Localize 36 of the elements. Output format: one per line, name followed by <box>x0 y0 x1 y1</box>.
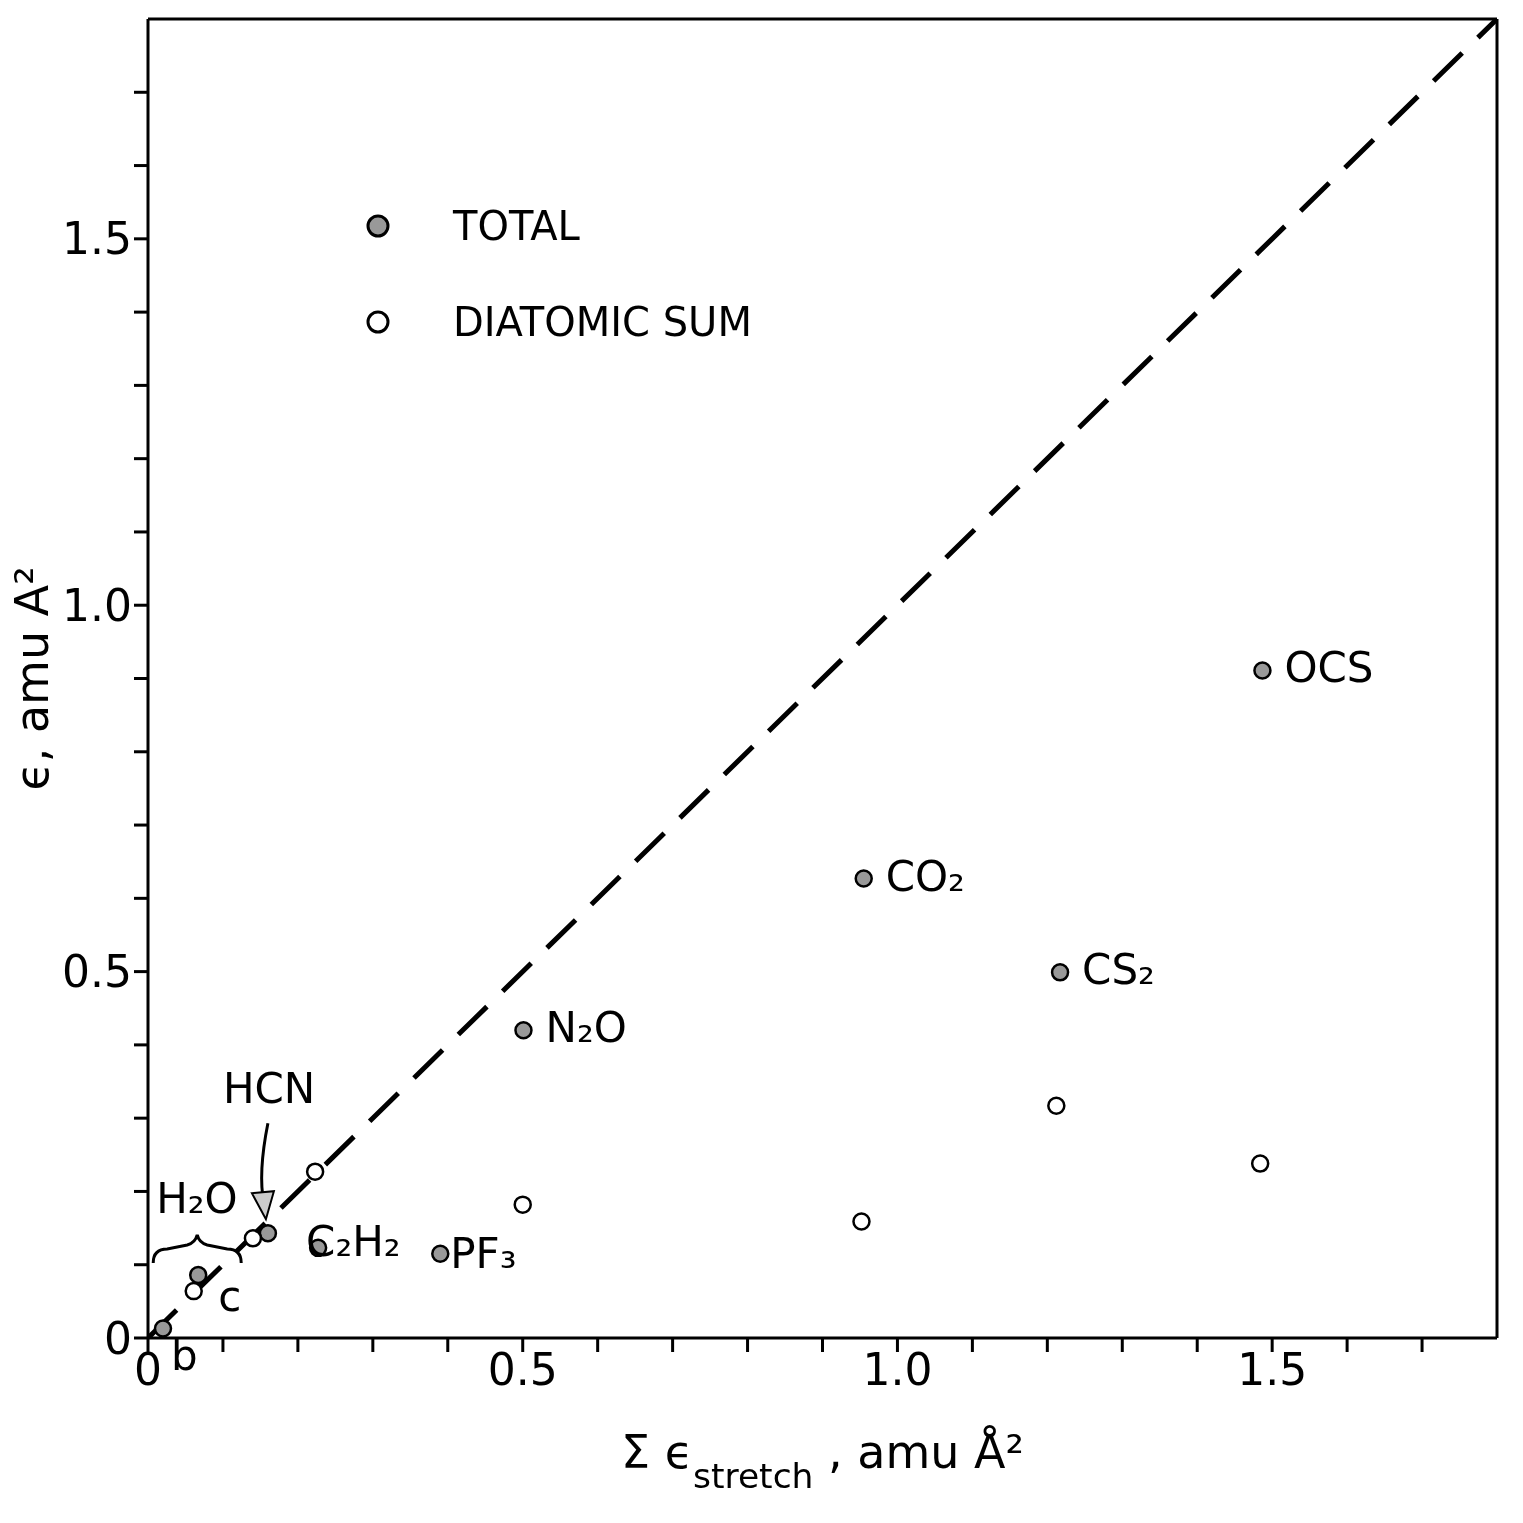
point <box>513 1195 532 1214</box>
annotation: CS₂ <box>1082 945 1155 995</box>
point <box>1050 963 1070 982</box>
y-tick-label: 0.5 <box>62 946 132 998</box>
annotation: N₂O <box>545 1003 627 1053</box>
x-tick-label: 0.5 <box>487 1344 558 1396</box>
point <box>852 1212 871 1231</box>
y-tick-label: 1.0 <box>62 579 132 631</box>
legend-label: DIATOMIC SUM <box>453 299 752 345</box>
point <box>184 1281 203 1301</box>
x-tick-label: 1.0 <box>862 1344 933 1396</box>
point <box>514 1020 533 1040</box>
annotation: C₂H₂ <box>306 1216 401 1266</box>
annotation: CO₂ <box>885 851 965 901</box>
point <box>153 1319 173 1338</box>
point <box>1047 1096 1066 1115</box>
y-tick-label: 0 <box>104 1312 132 1364</box>
point <box>305 1162 325 1181</box>
point <box>431 1244 450 1263</box>
annotation: H₂O <box>156 1173 238 1223</box>
point <box>258 1223 278 1243</box>
point <box>243 1229 263 1248</box>
y-tick-label: 1.5 <box>62 213 132 265</box>
y-axis-title: ϵ, amu A² <box>5 566 59 791</box>
annotation: PF₃ <box>450 1228 517 1278</box>
annotation: c <box>218 1271 242 1321</box>
annotation: HCN <box>222 1064 316 1114</box>
point <box>854 869 873 888</box>
point <box>1250 1154 1270 1173</box>
point <box>188 1265 208 1285</box>
x-axis-title: Σ ϵ$_{stretch}$ , amu Å² <box>620 1425 1025 1496</box>
legend-label: TOTAL <box>453 203 580 249</box>
annotation: b <box>170 1331 198 1381</box>
x-tick-label: 1.5 <box>1237 1344 1308 1396</box>
point <box>1253 661 1272 680</box>
annotation: OCS <box>1284 643 1374 693</box>
